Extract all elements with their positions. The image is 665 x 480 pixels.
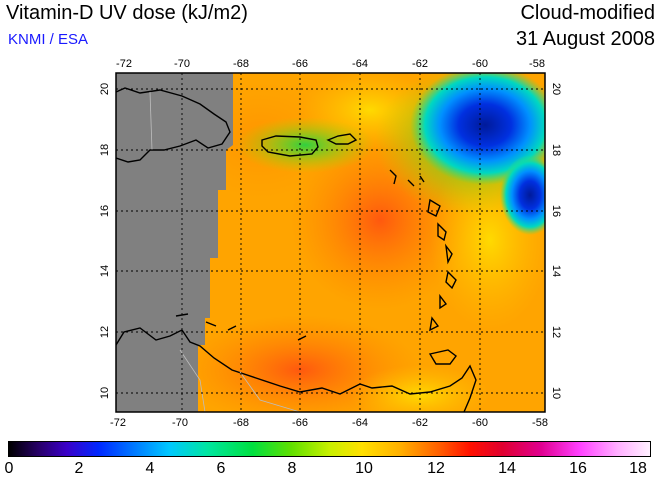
lat-tick-label: 12	[550, 326, 562, 338]
lon-tick-label: -60	[472, 417, 488, 429]
graticule	[116, 73, 545, 412]
lat-tick-label: 16	[550, 205, 562, 217]
colorbar-label: 10	[355, 460, 373, 477]
lon-tick-label: -72	[110, 417, 126, 429]
lon-tick-label: -60	[472, 58, 488, 70]
lon-tick-label: -62	[412, 417, 428, 429]
virgin-islands-coast	[326, 133, 358, 145]
lat-tick-label: 20	[99, 83, 111, 95]
lat-labels-right: 20 18 16 14 12 10	[550, 83, 562, 399]
lon-labels-bottom: -72 -70 -68 -66 -64 -62 -60 -58	[110, 417, 548, 429]
lon-tick-label: -68	[233, 58, 249, 70]
hispaniola-coast	[116, 87, 231, 163]
lesser-antilles-coast	[389, 169, 457, 332]
puerto-rico-coast	[261, 135, 319, 157]
colorbar-label: 14	[498, 460, 516, 477]
lon-tick-label: -64	[352, 58, 368, 70]
lat-tick-label: 18	[550, 144, 562, 156]
colorbar-label: 18	[629, 460, 647, 477]
lat-tick-label: 14	[550, 265, 562, 277]
no-data-area	[116, 73, 233, 412]
colorbar-label: 2	[74, 460, 84, 477]
map-title: Vitamin-D UV dose (kJ/m2)	[6, 2, 248, 24]
colorbar-label: 16	[569, 460, 587, 477]
map-frame	[115, 72, 546, 413]
lat-labels-left: 20 18 16 14 12 10	[99, 83, 111, 399]
cloud-patch-blue	[500, 155, 545, 235]
lon-tick-label: -68	[233, 417, 249, 429]
cloud-patch-green	[235, 117, 375, 173]
lat-tick-label: 16	[99, 205, 111, 217]
lon-tick-label: -64	[352, 417, 368, 429]
colorbar-label: 4	[145, 460, 155, 477]
mode-label: Cloud-modified	[520, 2, 655, 24]
lon-labels-top: -72 -70 -68 -66 -64 -62 -60 -58	[116, 58, 545, 70]
credit-label: KNMI / ESA	[8, 31, 89, 48]
date-label: 31 August 2008	[515, 28, 655, 50]
lon-tick-label: -62	[412, 58, 428, 70]
lon-tick-label: -66	[292, 417, 308, 429]
lat-tick-label: 12	[99, 326, 111, 338]
lon-tick-label: -58	[529, 58, 545, 70]
trinidad-coast	[428, 349, 457, 365]
south-america-coast	[116, 327, 477, 412]
lon-tick-label: -66	[292, 58, 308, 70]
lat-tick-label: 20	[550, 83, 562, 95]
cloud-patch-blue	[410, 73, 545, 185]
colorbar-label: 6	[216, 460, 226, 477]
lat-tick-label: 10	[550, 387, 562, 399]
colorbar	[8, 441, 651, 457]
lat-tick-label: 10	[99, 387, 111, 399]
lon-tick-label: -72	[116, 58, 132, 70]
lon-tick-label: -58	[532, 417, 548, 429]
colorbar-label: 0	[4, 460, 14, 477]
colorbar-label: 12	[427, 460, 445, 477]
uv-dose-map: -72 -70 -68 -66 -64 -62 -60 -58 -72 -70 …	[99, 58, 562, 429]
lat-tick-label: 18	[99, 144, 111, 156]
lon-tick-label: -70	[174, 58, 190, 70]
country-borders	[149, 91, 301, 412]
lat-tick-label: 14	[99, 265, 111, 277]
lon-tick-label: -70	[172, 417, 188, 429]
colorbar-label: 8	[287, 460, 297, 477]
